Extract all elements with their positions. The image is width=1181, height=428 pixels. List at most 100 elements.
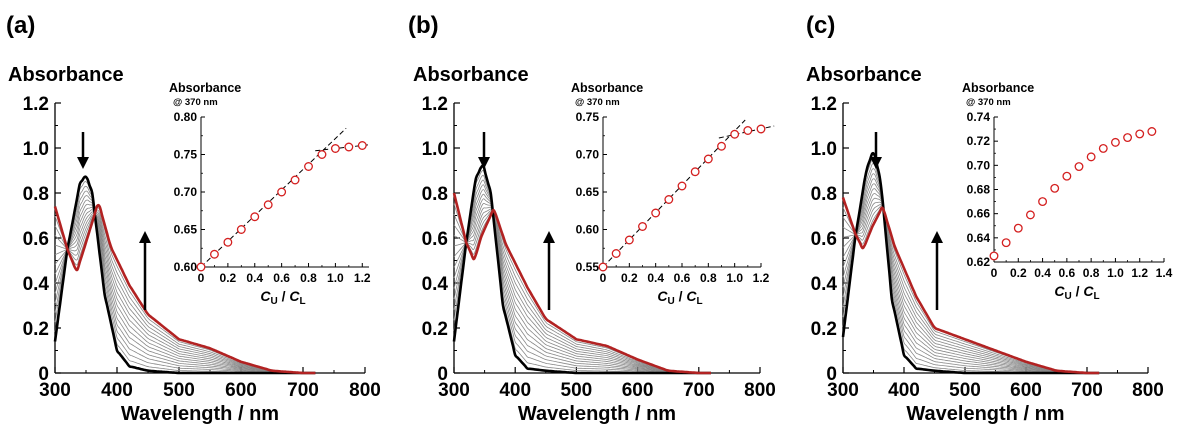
inset-x-title: CU / CL <box>1054 283 1099 302</box>
inset-x-tick-label: 1.0 <box>327 271 344 285</box>
inset-x-tick-label: 1.2 <box>753 271 770 285</box>
x-axis-title: Wavelength / nm <box>121 403 279 425</box>
inset-data-point <box>344 142 354 152</box>
inset-y-tick-label: 0.66 <box>967 207 991 221</box>
inset-x-tick-label: 0 <box>600 271 607 285</box>
y-tick-label: 0 <box>38 364 49 385</box>
inset-x-title-xlabel-main-1: C <box>260 288 271 304</box>
inset-data-point <box>989 251 999 261</box>
inset-x-tick-label: 1.0 <box>726 271 743 285</box>
y-tick-label: 0.6 <box>23 229 49 250</box>
x-tick-label: 400 <box>888 380 920 401</box>
inset-x-tick-label: 0.6 <box>674 271 691 285</box>
x-tick-label: 500 <box>163 380 195 401</box>
inset-x-title-xlabel-sub-1: U <box>270 296 277 307</box>
inset-data-point <box>1123 133 1133 142</box>
inset-y-tick-label: 0.72 <box>967 134 991 148</box>
inset-data-point <box>209 249 219 259</box>
y-tick-label: 0.4 <box>23 274 50 295</box>
inset-chart: Absorbance @ 370 nm 0.60 0.65 0.70 0.75 0.80 0 0… <box>169 81 371 307</box>
spectrum-final <box>452 192 711 375</box>
inset-data-point <box>1147 127 1157 136</box>
inset-x-tick-label: 0.4 <box>1034 266 1051 280</box>
inset-data-point <box>330 144 340 153</box>
inset-fit-line <box>200 127 347 268</box>
x-axis-title: Wavelength / nm <box>906 403 1064 425</box>
x-tick-label: 600 <box>622 380 654 401</box>
inset-x-title-xlabel-main-2: C <box>1083 283 1094 299</box>
inset-data-point <box>638 222 647 231</box>
inset-data-point <box>651 208 661 218</box>
y-tick-label: 1.2 <box>422 94 448 115</box>
y-axis-title: Absorbance <box>413 64 529 86</box>
inset-data-point <box>236 225 246 234</box>
inset-x-title-xlabel-sub-1: U <box>1064 291 1071 302</box>
y-tick-label: 0.4 <box>811 274 838 295</box>
inset-data-point <box>756 124 766 134</box>
inset-x-title-xlabel-sep: / <box>675 288 687 304</box>
inset-x-tick-label: 1.0 <box>1107 266 1124 280</box>
inset-data-point <box>1062 171 1072 181</box>
inset-x-title-xlabel-sep: / <box>1072 283 1084 299</box>
inset-y-tick-label: 0.74 <box>967 110 991 124</box>
x-tick-label: 800 <box>1132 380 1164 401</box>
x-tick-label: 400 <box>101 380 133 401</box>
x-tick-label: 300 <box>39 380 71 401</box>
inset-data-point <box>677 181 687 191</box>
inset-data-point <box>1110 137 1120 147</box>
inset-x-title: CU / CL <box>657 288 702 307</box>
y-axis-title: Absorbance <box>806 64 922 86</box>
y-tick-label: 0.8 <box>23 184 49 205</box>
inset-x-tick-label: 1.2 <box>354 271 371 285</box>
x-tick-label: 800 <box>744 380 776 401</box>
inset-chart: Absorbance @ 370 nm 0.62 0.64 0.66 0.68 0.70 0.… <box>962 81 1173 302</box>
inset-x-title-xlabel-sub-1: U <box>667 296 674 307</box>
inset-y-tick-label: 0.65 <box>174 223 198 237</box>
inset-y-tick-label: 0.70 <box>576 148 600 162</box>
spectrum-initial <box>53 175 316 375</box>
chart-panel-2: (b) Absorbance 0 0.2 0.4 0.6 0.8 1.0 1.2 300 400 50… <box>408 12 776 425</box>
inset-data-point <box>290 175 300 185</box>
inset-data-point <box>317 150 327 159</box>
x-tick-label: 300 <box>827 380 859 401</box>
inset-data-point <box>196 262 206 272</box>
inset-y-tick-label: 0.60 <box>576 223 600 237</box>
inset-x-title-xlabel-main-2: C <box>289 288 300 304</box>
inset-y-subtitle: @ 370 nm <box>966 97 1011 108</box>
inset-fit-line <box>602 119 746 268</box>
inset-y-tick-label: 0.75 <box>174 148 198 162</box>
inset-data-point <box>1086 152 1096 162</box>
panel-label: (b) <box>408 12 439 39</box>
inset-x-title-xlabel-sub-2: L <box>697 296 703 307</box>
inset-x-title-xlabel-sep: / <box>278 288 290 304</box>
inset-data-point <box>277 187 287 197</box>
x-tick-label: 600 <box>225 380 257 401</box>
x-tick-label: 700 <box>683 380 715 401</box>
inset-data-point <box>611 249 621 258</box>
inset-x-tick-label: 0.8 <box>700 271 717 285</box>
spectrum-initial <box>841 151 1100 375</box>
inset-y-title: Absorbance <box>571 81 643 95</box>
chart-panel-3: (c) Absorbance 0 0.2 0.4 0.6 0.8 1.0 1.2 300 400 50… <box>806 12 1173 425</box>
inset-x-tick-label: 0.6 <box>273 271 290 285</box>
inset-y-tick-label: 0.55 <box>576 260 600 274</box>
inset-data-point <box>304 162 313 171</box>
y-tick-label: 1.0 <box>422 139 448 160</box>
inset-x-tick-label: 1.4 <box>1156 266 1173 280</box>
inset-data-point <box>223 237 233 247</box>
inset-x-tick-label: 1.2 <box>1131 266 1148 280</box>
inset-y-tick-label: 0.64 <box>967 231 991 245</box>
y-tick-label: 0.4 <box>422 274 449 295</box>
x-axis-title: Wavelength / nm <box>518 403 676 425</box>
y-tick-label: 0.2 <box>811 319 837 340</box>
inset-y-tick-label: 0.60 <box>174 260 198 274</box>
arrow-down-icon <box>478 157 490 169</box>
inset-data-point <box>1135 129 1145 139</box>
spectrum-initial <box>452 164 711 375</box>
chart-panel-1: (a) Absorbance 0 0.2 0.4 0.6 0.8 1.0 1.2 300 400 50… <box>6 12 381 425</box>
inset-x-title: CU / CL <box>260 288 305 307</box>
x-tick-label: 600 <box>1010 380 1042 401</box>
inset-y-tick-label: 0.80 <box>174 110 198 124</box>
inset-chart: Absorbance@ 370 nm0.550.600.650.700.750 0… <box>571 81 775 307</box>
